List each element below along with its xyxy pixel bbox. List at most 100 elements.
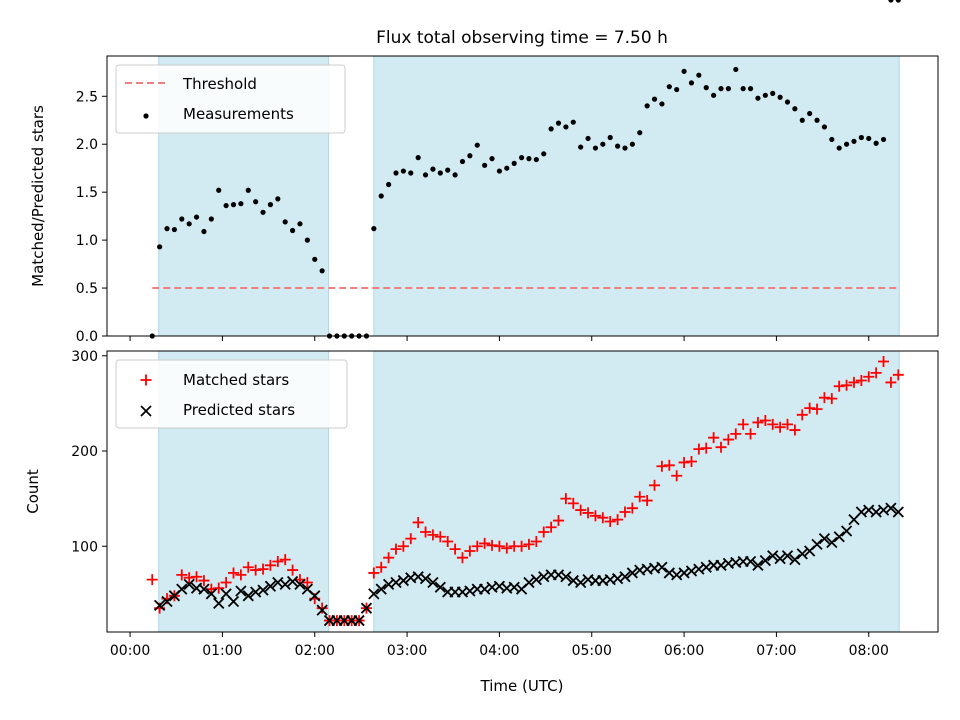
chart-title: Flux total observing time = 7.50 h (376, 28, 668, 48)
measurement-point (725, 86, 732, 92)
matched-star-point (892, 369, 904, 381)
measurement-point (807, 110, 813, 117)
measurement-point (777, 94, 783, 100)
x-axis-label: Time (UTC) (480, 677, 564, 695)
matched-star-point (405, 533, 417, 545)
y-tick-label: 1.5 (76, 185, 98, 201)
measurement-point (858, 134, 864, 141)
measurement-point (275, 196, 281, 202)
matched-star-point (604, 516, 616, 528)
predicted-star-point (353, 614, 365, 627)
top-x-ticks (129, 336, 870, 341)
matched-star-point (213, 582, 225, 594)
predicted-star-point (153, 599, 166, 611)
matched-star-point (818, 392, 830, 404)
measurement-point (282, 219, 288, 225)
measurement-point (843, 141, 850, 147)
matched-star-point (715, 441, 727, 453)
measurement-point (474, 142, 480, 148)
matched-star-point (427, 529, 439, 541)
y-tick-label: 100 (71, 539, 98, 555)
measurement-point (770, 90, 776, 96)
matched-star-point (804, 402, 816, 414)
matched-star-point (708, 432, 720, 444)
measurement-point (762, 92, 768, 98)
matched-star-point (789, 424, 801, 436)
measurement-point (408, 170, 414, 176)
predicted-star-point (309, 590, 321, 602)
legend-matched-label: Matched stars (183, 371, 289, 389)
matched-star-point (301, 576, 313, 588)
predicted-star-point (626, 567, 639, 579)
matched-star-point (634, 491, 646, 503)
matched-star-point (464, 545, 476, 557)
y-tick-label: 200 (71, 444, 98, 460)
measurement-point (711, 92, 717, 98)
measurement-point (888, 0, 894, 3)
matched-star-point (456, 552, 468, 564)
measurement-point (548, 126, 554, 132)
predicted-star-point (419, 573, 432, 585)
matched-star-point (597, 512, 609, 524)
measurement-point (511, 160, 517, 166)
matched-star-point (383, 552, 395, 564)
matched-star-point (685, 455, 697, 467)
legend-measurements-label: Measurements (183, 105, 294, 123)
measurement-point (186, 221, 192, 227)
measurement-point (459, 158, 466, 165)
matched-star-point (575, 504, 587, 516)
predicted-star-point (257, 584, 269, 596)
matched-star-point (656, 460, 668, 472)
matched-star-point (368, 567, 380, 579)
predicted-star-point (227, 595, 240, 608)
measurement-point (615, 143, 621, 149)
matched-star-point (752, 416, 764, 428)
predicted-star-point (781, 550, 794, 562)
matched-star-point (501, 542, 513, 554)
matched-star-point (471, 540, 483, 552)
predicted-star-point (397, 574, 410, 587)
x-tick-label: 04:00 (479, 643, 519, 659)
measurement-point (526, 156, 532, 162)
matched-star-point (619, 506, 631, 518)
measurement-point (696, 72, 702, 78)
measurement-point (201, 228, 207, 235)
measurement-point (622, 145, 628, 151)
matched-star-point (700, 442, 712, 454)
measurement-point (681, 68, 687, 74)
matched-star-point (538, 526, 550, 538)
measurement-point (430, 166, 436, 172)
measurement-point (489, 156, 495, 162)
bottom-y-axis-label: Count (24, 469, 42, 514)
x-tick-label: 02:00 (295, 643, 335, 659)
matched-star-point (774, 421, 786, 433)
legend-measurements-swatch (143, 113, 149, 119)
measurement-point (164, 226, 170, 232)
matched-star-point (826, 393, 838, 405)
matched-star-point (641, 495, 653, 507)
measurement-point (171, 226, 178, 233)
measurement-point (260, 209, 266, 215)
matched-star-point (767, 418, 779, 430)
measurement-point (496, 168, 503, 174)
matched-star-point (250, 564, 262, 576)
predicted-star-point (744, 555, 757, 568)
x-tick-label: 07:00 (756, 643, 796, 659)
matched-star-point (693, 443, 705, 455)
matched-star-point (146, 574, 158, 586)
predicted-star-point (523, 576, 535, 589)
measurement-point (312, 256, 318, 262)
measurement-point (880, 136, 887, 143)
measurement-point (518, 155, 525, 161)
matched-star-point (287, 564, 299, 576)
measurement-point (873, 140, 879, 146)
top-y-ticks: 0.0 0.5 1.0 1.5 2.0 2.5 (76, 89, 107, 345)
measurement-point (866, 135, 872, 142)
predicted-star-point (368, 588, 380, 600)
predicted-star-point (892, 506, 904, 518)
matched-star-point (198, 575, 210, 587)
measurement-point (208, 216, 214, 222)
measurement-point (304, 237, 310, 243)
measurement-point (740, 86, 746, 92)
legend-matched-swatch (140, 374, 152, 386)
